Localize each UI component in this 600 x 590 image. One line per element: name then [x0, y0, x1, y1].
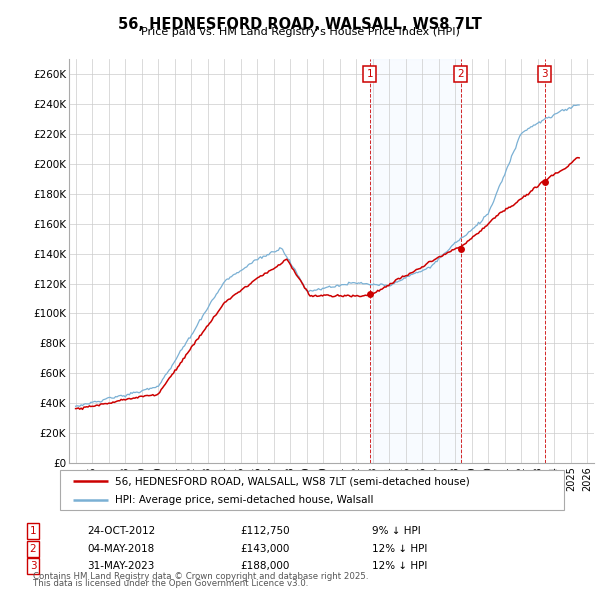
Text: 04-MAY-2018: 04-MAY-2018	[87, 544, 154, 553]
Text: 2: 2	[29, 544, 37, 553]
Text: £143,000: £143,000	[240, 544, 289, 553]
Text: 12% ↓ HPI: 12% ↓ HPI	[372, 562, 427, 571]
Text: £112,750: £112,750	[240, 526, 290, 536]
Text: Price paid vs. HM Land Registry's House Price Index (HPI): Price paid vs. HM Land Registry's House …	[140, 27, 460, 37]
Text: 31-MAY-2023: 31-MAY-2023	[87, 562, 154, 571]
Text: 12% ↓ HPI: 12% ↓ HPI	[372, 544, 427, 553]
Text: HPI: Average price, semi-detached house, Walsall: HPI: Average price, semi-detached house,…	[115, 496, 374, 505]
Text: 1: 1	[367, 69, 373, 79]
Text: 3: 3	[541, 69, 548, 79]
Text: 9% ↓ HPI: 9% ↓ HPI	[372, 526, 421, 536]
Text: 2: 2	[458, 69, 464, 79]
Text: £188,000: £188,000	[240, 562, 289, 571]
FancyBboxPatch shape	[60, 470, 564, 510]
Text: 1: 1	[29, 526, 37, 536]
Text: 3: 3	[29, 562, 37, 571]
Text: 56, HEDNESFORD ROAD, WALSALL, WS8 7LT: 56, HEDNESFORD ROAD, WALSALL, WS8 7LT	[118, 17, 482, 31]
Bar	[370, 59, 461, 463]
Text: Contains HM Land Registry data © Crown copyright and database right 2025.: Contains HM Land Registry data © Crown c…	[33, 572, 368, 581]
Text: 56, HEDNESFORD ROAD, WALSALL, WS8 7LT (semi-detached house): 56, HEDNESFORD ROAD, WALSALL, WS8 7LT (s…	[115, 477, 470, 487]
Text: This data is licensed under the Open Government Licence v3.0.: This data is licensed under the Open Gov…	[33, 579, 308, 588]
Text: 24-OCT-2012: 24-OCT-2012	[87, 526, 155, 536]
